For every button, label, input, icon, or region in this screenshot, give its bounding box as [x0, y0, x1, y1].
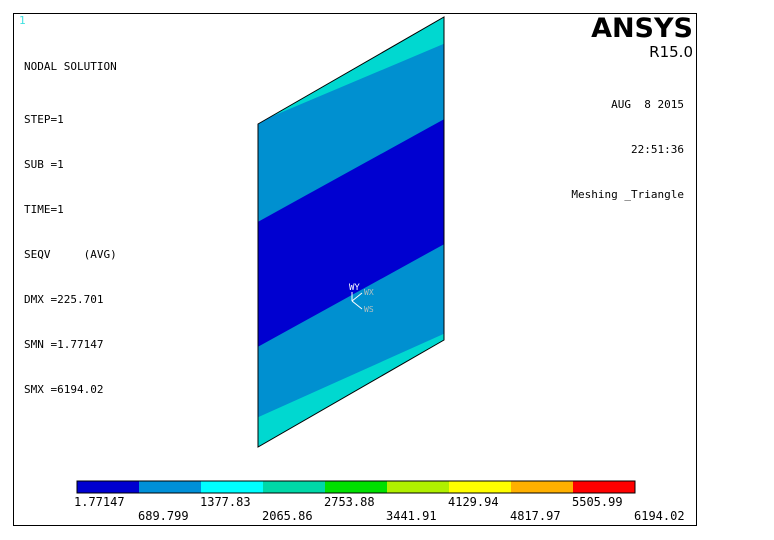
info-step: STEP=1 — [24, 113, 64, 126]
legend-color-cell — [573, 481, 635, 493]
info-title: NODAL SOLUTION — [24, 60, 117, 73]
band-core — [258, 117, 444, 350]
legend-label: 2065.86 — [262, 509, 313, 523]
legend-label: 1377.83 — [200, 495, 251, 509]
triad-wx: WX — [364, 288, 374, 297]
ansys-logo: ANSYS R15.0 — [591, 13, 693, 61]
stamp-date: AUG 8 2015 — [611, 98, 684, 111]
triad-ws: WS — [364, 305, 374, 314]
legend-label: 3441.91 — [386, 509, 437, 523]
window-number: 1 — [19, 14, 26, 27]
band-mid-top — [258, 42, 444, 224]
info-smx: SMX =6194.02 — [24, 383, 104, 396]
info-smn: SMN =1.77147 — [24, 338, 104, 351]
info-time: TIME=1 — [24, 203, 64, 216]
info-dmx: DMX =225.701 — [24, 293, 104, 306]
axis-triad: WY WX WS — [349, 283, 374, 314]
legend-label: 2753.88 — [324, 495, 375, 509]
date-stamp: AUG 8 2015 22:51:36 Meshing _Triangle — [571, 67, 684, 232]
stamp-model: Meshing _Triangle — [571, 188, 684, 201]
legend-color-cell — [387, 481, 449, 493]
legend-label: 5505.99 — [572, 495, 623, 509]
legend-label: 1.77147 — [74, 495, 125, 509]
legend-color-cell — [449, 481, 511, 493]
legend-label: 6194.02 — [634, 509, 685, 523]
stamp-time: 22:51:36 — [631, 143, 684, 156]
stress-contour-bands — [258, 17, 444, 447]
info-seqv: SEQV (AVG) — [24, 248, 117, 261]
triad-wy: WY — [349, 283, 360, 293]
contour-legend — [76, 480, 636, 494]
legend-color-cell — [77, 481, 139, 493]
plate-outline — [257, 16, 445, 448]
legend-color-cell — [325, 481, 387, 493]
legend-color-cell — [201, 481, 263, 493]
legend-color-cell — [263, 481, 325, 493]
band-mid-bottom — [258, 242, 444, 424]
solution-info: NODAL SOLUTION STEP=1 SUB =1 TIME=1 SEQV… — [24, 29, 117, 427]
legend-label: 4817.97 — [510, 509, 561, 523]
legend-frame — [76, 480, 636, 494]
legend-color-cell — [511, 481, 573, 493]
legend-color-cell — [139, 481, 201, 493]
legend-label: 4129.94 — [448, 495, 499, 509]
legend-label: 689.799 — [138, 509, 189, 523]
info-sub: SUB =1 — [24, 158, 64, 171]
brand-name: ANSYS — [591, 13, 693, 44]
graphics-viewport[interactable]: 1 NODAL SOLUTION STEP=1 SUB =1 TIME=1 SE… — [13, 13, 697, 526]
contour-plot[interactable]: WY WX WS — [14, 14, 698, 527]
brand-release: R15.0 — [649, 43, 693, 61]
